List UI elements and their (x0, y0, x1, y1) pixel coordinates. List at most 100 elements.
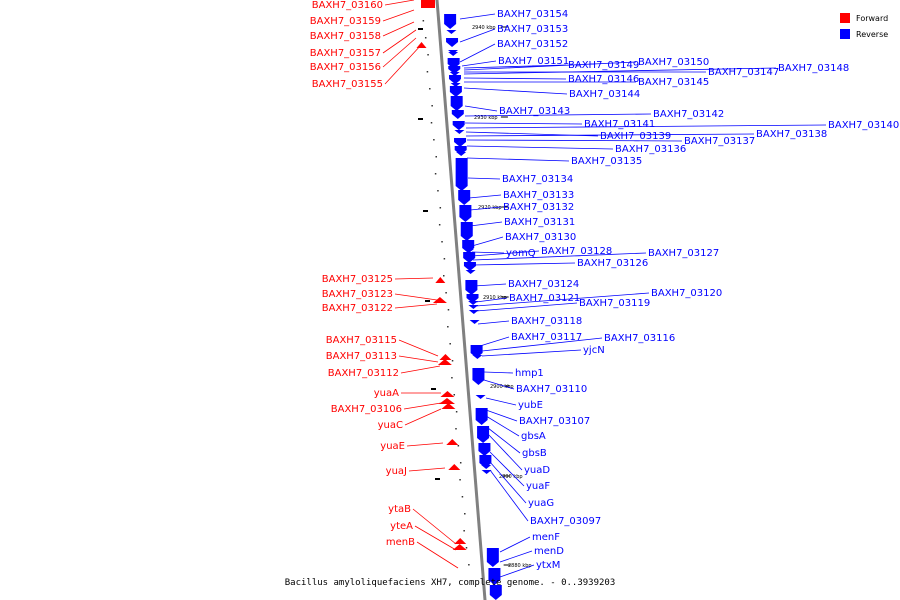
reverse-gene-label[interactable]: BAXH7_03151 (498, 56, 569, 67)
reverse-gene-label[interactable]: yomQ (506, 248, 536, 259)
label-leader (489, 461, 527, 504)
reverse-gene-label[interactable]: BAXH7_03119 (579, 298, 650, 309)
position-marker (429, 88, 431, 90)
forward-gene-label[interactable]: BAXH7_03158 (310, 31, 381, 42)
reverse-gene-label[interactable]: yjcN (583, 345, 605, 356)
reverse-gene-label[interactable]: BAXH7_03148 (778, 63, 849, 74)
reverse-gene-label[interactable]: gbsA (521, 431, 546, 442)
reverse-gene-label[interactable]: BAXH7_03140 (828, 120, 899, 131)
reverse-gene-label[interactable]: BAXH7_03143 (499, 106, 570, 117)
reverse-gene-label[interactable]: yubE (518, 400, 543, 411)
reverse-gene (475, 395, 486, 399)
reverse-gene-label[interactable]: menF (532, 532, 560, 543)
reverse-gene-label[interactable]: BAXH7_03131 (504, 217, 575, 228)
label-leader (481, 349, 582, 357)
reverse-gene-label[interactable]: yuaD (524, 465, 550, 476)
forward-gene-label[interactable]: BAXH7_03156 (310, 62, 381, 73)
label-leader (404, 408, 442, 426)
reverse-gene (450, 83, 461, 87)
forward-gene-label[interactable]: BAXH7_03159 (310, 16, 381, 27)
reverse-gene-label[interactable]: BAXH7_03141 (584, 119, 655, 130)
forward-gene-label[interactable]: menB (386, 537, 415, 548)
reverse-gene-label[interactable]: BAXH7_03117 (511, 332, 582, 343)
reverse-gene (449, 72, 460, 76)
legend-forward-label: Forward (856, 13, 889, 23)
label-leader (483, 379, 515, 390)
reverse-gene (465, 270, 476, 274)
forward-gene-label[interactable]: yuaE (380, 441, 405, 452)
scale-tick-label: 2900 kbp (490, 384, 514, 390)
reverse-gene-label[interactable]: BAXH7_03154 (497, 9, 568, 20)
reverse-gene-label[interactable]: menD (534, 546, 564, 557)
reverse-gene-label[interactable]: BAXH7_03139 (600, 131, 671, 142)
forward-gene-label[interactable]: BAXH7_03113 (326, 351, 397, 362)
reverse-gene-label[interactable]: BAXH7_03097 (530, 516, 601, 527)
forward-gene-label[interactable]: BAXH7_03106 (331, 404, 402, 415)
reverse-gene-label[interactable]: BAXH7_03147 (708, 67, 779, 78)
reverse-gene-label[interactable]: BAXH7_03130 (505, 232, 576, 243)
forward-gene-label[interactable]: BAXH7_03115 (326, 335, 397, 346)
reverse-gene-label[interactable]: BAXH7_03145 (638, 77, 709, 88)
reverse-gene-label[interactable]: BAXH7_03150 (638, 57, 709, 68)
reverse-gene-label[interactable]: yuaF (526, 481, 550, 492)
reverse-gene-label[interactable]: yuaG (528, 498, 554, 509)
forward-gene-label[interactable]: yuaA (374, 388, 399, 399)
label-leader (464, 105, 498, 112)
reverse-gene-label[interactable]: BAXH7_03137 (684, 136, 755, 147)
reverse-gene (449, 75, 461, 84)
label-leader (479, 336, 510, 347)
reverse-gene-label[interactable]: BAXH7_03107 (519, 416, 590, 427)
reverse-gene-label[interactable]: hmp1 (515, 368, 544, 379)
forward-gene (448, 464, 461, 470)
reverse-gene (466, 294, 479, 303)
reverse-gene-label[interactable]: gbsB (522, 448, 547, 459)
position-marker (459, 462, 462, 464)
label-leader (465, 133, 755, 137)
forward-gene-label[interactable]: BAXH7_03123 (322, 289, 393, 300)
forward-gene-label[interactable]: BAXH7_03112 (328, 368, 399, 379)
forward-gene-label[interactable]: ytaB (388, 504, 411, 515)
reverse-gene-label[interactable]: BAXH7_03116 (604, 333, 675, 344)
reverse-gene-label[interactable]: BAXH7_03132 (503, 202, 574, 213)
forward-gene (437, 359, 452, 365)
reverse-gene-label[interactable]: BAXH7_03149 (568, 60, 639, 71)
forward-gene-label[interactable]: BAXH7_03122 (322, 303, 393, 314)
reverse-gene-label[interactable]: BAXH7_03136 (615, 144, 686, 155)
reverse-gene-label[interactable]: BAXH7_03142 (653, 109, 724, 120)
forward-gene-label[interactable]: yteA (390, 521, 413, 532)
position-marker (464, 513, 466, 515)
position-marker (435, 156, 437, 158)
reverse-gene-label[interactable]: BAXH7_03118 (511, 316, 582, 327)
reverse-gene-label[interactable]: BAXH7_03138 (756, 129, 827, 140)
reverse-gene-label[interactable]: BAXH7_03144 (569, 89, 640, 100)
forward-gene-label[interactable]: BAXH7_03155 (312, 79, 383, 90)
forward-gene-label[interactable]: BAXH7_03125 (322, 274, 393, 285)
reverse-gene-label[interactable]: ytxM (536, 560, 560, 571)
forward-gene-label[interactable]: yuaC (378, 420, 403, 431)
position-marker (437, 190, 439, 192)
reverse-gene-label[interactable]: BAXH7_03126 (577, 258, 648, 269)
reverse-gene-label[interactable]: BAXH7_03127 (648, 248, 719, 259)
forward-gene-label[interactable]: yuaJ (386, 466, 407, 477)
reverse-gene-label[interactable]: BAXH7_03153 (497, 24, 568, 35)
forward-gene-label[interactable]: BAXH7_03157 (310, 48, 381, 59)
label-leader (394, 277, 434, 280)
reverse-gene-label[interactable]: BAXH7_03133 (503, 190, 574, 201)
position-marker (459, 479, 461, 481)
genome-caption: Bacillus amyloliquefaciens XH7, complete… (284, 578, 616, 588)
reverse-gene (454, 130, 465, 134)
reverse-gene-label[interactable]: BAXH7_03134 (502, 174, 573, 185)
reverse-gene (488, 568, 501, 585)
reverse-gene-label[interactable]: BAXH7_03121 (509, 293, 580, 304)
legend-reverse-label: Reverse (856, 29, 889, 39)
reverse-gene-label[interactable]: BAXH7_03110 (516, 384, 587, 395)
forward-gene-label[interactable]: BAXH7_03160 (312, 0, 383, 11)
locus-dash (418, 28, 423, 30)
reverse-gene-label[interactable]: BAXH7_03152 (497, 39, 568, 50)
reverse-gene-label[interactable]: BAXH7_03124 (508, 279, 579, 290)
label-leader (408, 467, 446, 472)
reverse-gene-label[interactable]: BAXH7_03135 (571, 156, 642, 167)
reverse-gene-label[interactable]: BAXH7_03128 (541, 246, 612, 257)
reverse-gene-label[interactable]: BAXH7_03120 (651, 288, 722, 299)
reverse-gene-label[interactable]: BAXH7_03146 (568, 74, 639, 85)
